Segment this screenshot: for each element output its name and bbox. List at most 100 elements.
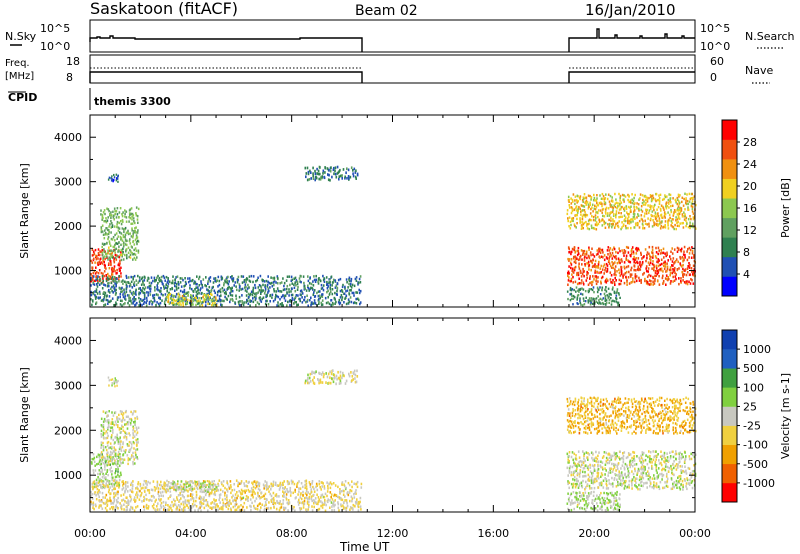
velocity-echo-cell	[260, 506, 262, 509]
power-echo-cell	[215, 304, 218, 307]
power-echo-cell	[617, 301, 620, 304]
power-echo-cell	[651, 245, 654, 249]
velocity-echo-cell	[143, 505, 145, 508]
velocity-echo-cell	[211, 484, 214, 487]
power-echo-cell	[320, 303, 323, 307]
velocity-echo-cell	[163, 483, 165, 486]
velocity-echo-cell	[340, 498, 343, 501]
power-echo-cell	[653, 215, 655, 218]
velocity-echo-cell	[106, 503, 109, 507]
power-echo-cell	[650, 280, 652, 283]
velocity-echo-cell	[200, 505, 203, 508]
velocity-echo-cell	[136, 443, 138, 447]
power-echo-cell	[669, 197, 672, 200]
velocity-echo-cell	[587, 473, 590, 477]
velocity-echo-cell	[616, 465, 619, 468]
velocity-echo-cell	[342, 506, 345, 509]
velocity-echo-cell	[254, 492, 256, 495]
power-echo-cell	[685, 273, 688, 277]
power-echo-cell	[295, 279, 298, 282]
velocity-echo-cell	[134, 430, 136, 433]
power-echo-cell	[119, 262, 121, 265]
velocity-echo-cell	[588, 479, 590, 482]
velocity-echo-cell	[120, 462, 123, 465]
velocity-echo-cell	[102, 485, 105, 489]
power-echo-cell	[590, 219, 592, 222]
power-echo-cell	[649, 194, 652, 197]
velocity-echo-cell	[101, 468, 104, 471]
power-echo-cell	[127, 251, 130, 254]
velocity-echo-cell	[96, 487, 99, 491]
velocity-echo-cell	[134, 420, 136, 423]
power-echo-cell	[694, 227, 697, 230]
power-echo-cell	[104, 284, 107, 287]
power-echo-cell	[609, 203, 611, 206]
velocity-echo-cell	[242, 505, 244, 509]
power-echo-cell	[681, 270, 683, 274]
power-echo-cell	[288, 288, 290, 291]
power-echo-cell	[216, 290, 219, 294]
power-echo-cell	[591, 215, 593, 218]
velocity-echo-cell	[214, 503, 217, 507]
power-echo-cell	[132, 297, 134, 301]
power-echo-cell	[665, 270, 667, 273]
velocity-echo-cell	[219, 493, 222, 496]
power-echo-cell	[305, 175, 307, 179]
power-echo-cell	[101, 287, 104, 290]
velocity-echo-cell	[248, 490, 251, 493]
velocity-echo-cell	[126, 505, 128, 508]
power-echo-cell	[130, 222, 132, 225]
power-echo-cell	[312, 174, 314, 178]
power-echo-cell	[331, 288, 334, 291]
power-echo-cell	[568, 247, 570, 251]
velocity-echo-cell	[175, 508, 178, 511]
velocity-echo-cell	[337, 502, 340, 506]
velocity-echo-cell	[151, 488, 154, 492]
power-echo-cell	[602, 256, 604, 259]
power-echo-cell	[343, 292, 346, 295]
power-echo-cell	[638, 276, 640, 280]
power-echo-cell	[615, 250, 617, 254]
velocity-echo-cell	[136, 457, 139, 461]
velocity-echo-cell	[348, 483, 351, 487]
velocity-echo-cell	[199, 506, 201, 509]
power-echo-cell	[355, 279, 358, 282]
power-echo-cell	[649, 207, 652, 210]
power-echo-cell	[312, 284, 315, 287]
velocity-echo-cell	[205, 499, 208, 502]
power-echo-cell	[598, 299, 600, 302]
power-echo-cell	[627, 276, 630, 279]
velocity-echo-cell	[134, 417, 136, 420]
power-echo-cell	[94, 272, 97, 275]
power-echo-cell	[329, 286, 331, 289]
power-echo-cell	[690, 202, 693, 205]
velocity-echo-cell	[297, 503, 300, 506]
power-echo-cell	[203, 297, 205, 301]
velocity-echo-cell	[180, 487, 182, 490]
velocity-echo-cell	[129, 494, 131, 497]
velocity-echo-cell	[212, 488, 214, 491]
velocity-echo-cell	[344, 499, 346, 502]
velocity-echo-cell	[109, 492, 112, 495]
power-echo-cell	[264, 288, 267, 291]
power-echo-cell	[335, 300, 337, 304]
power-echo-cell	[267, 280, 269, 284]
power-echo-cell	[603, 258, 606, 262]
power-echo-cell	[299, 299, 301, 303]
velocity-echo-cell	[134, 499, 137, 502]
power-echo-cell	[344, 176, 346, 180]
velocity-echo-cell	[570, 473, 573, 477]
power-echo-cell	[598, 218, 600, 221]
power-echo-cell	[106, 241, 108, 245]
power-echo-cell	[674, 271, 676, 275]
velocity-echo-cell	[116, 501, 118, 504]
velocity-echo-cell	[339, 379, 342, 383]
power-echo-cell	[651, 225, 654, 228]
power-echo-cell	[336, 286, 339, 290]
velocity-echo-cell	[165, 503, 167, 506]
power-echo-cell	[142, 302, 145, 305]
power-echo-cell	[177, 296, 180, 299]
power-echo-cell	[623, 261, 626, 264]
velocity-echo-cell	[116, 438, 118, 442]
power-echo-cell	[630, 266, 633, 270]
